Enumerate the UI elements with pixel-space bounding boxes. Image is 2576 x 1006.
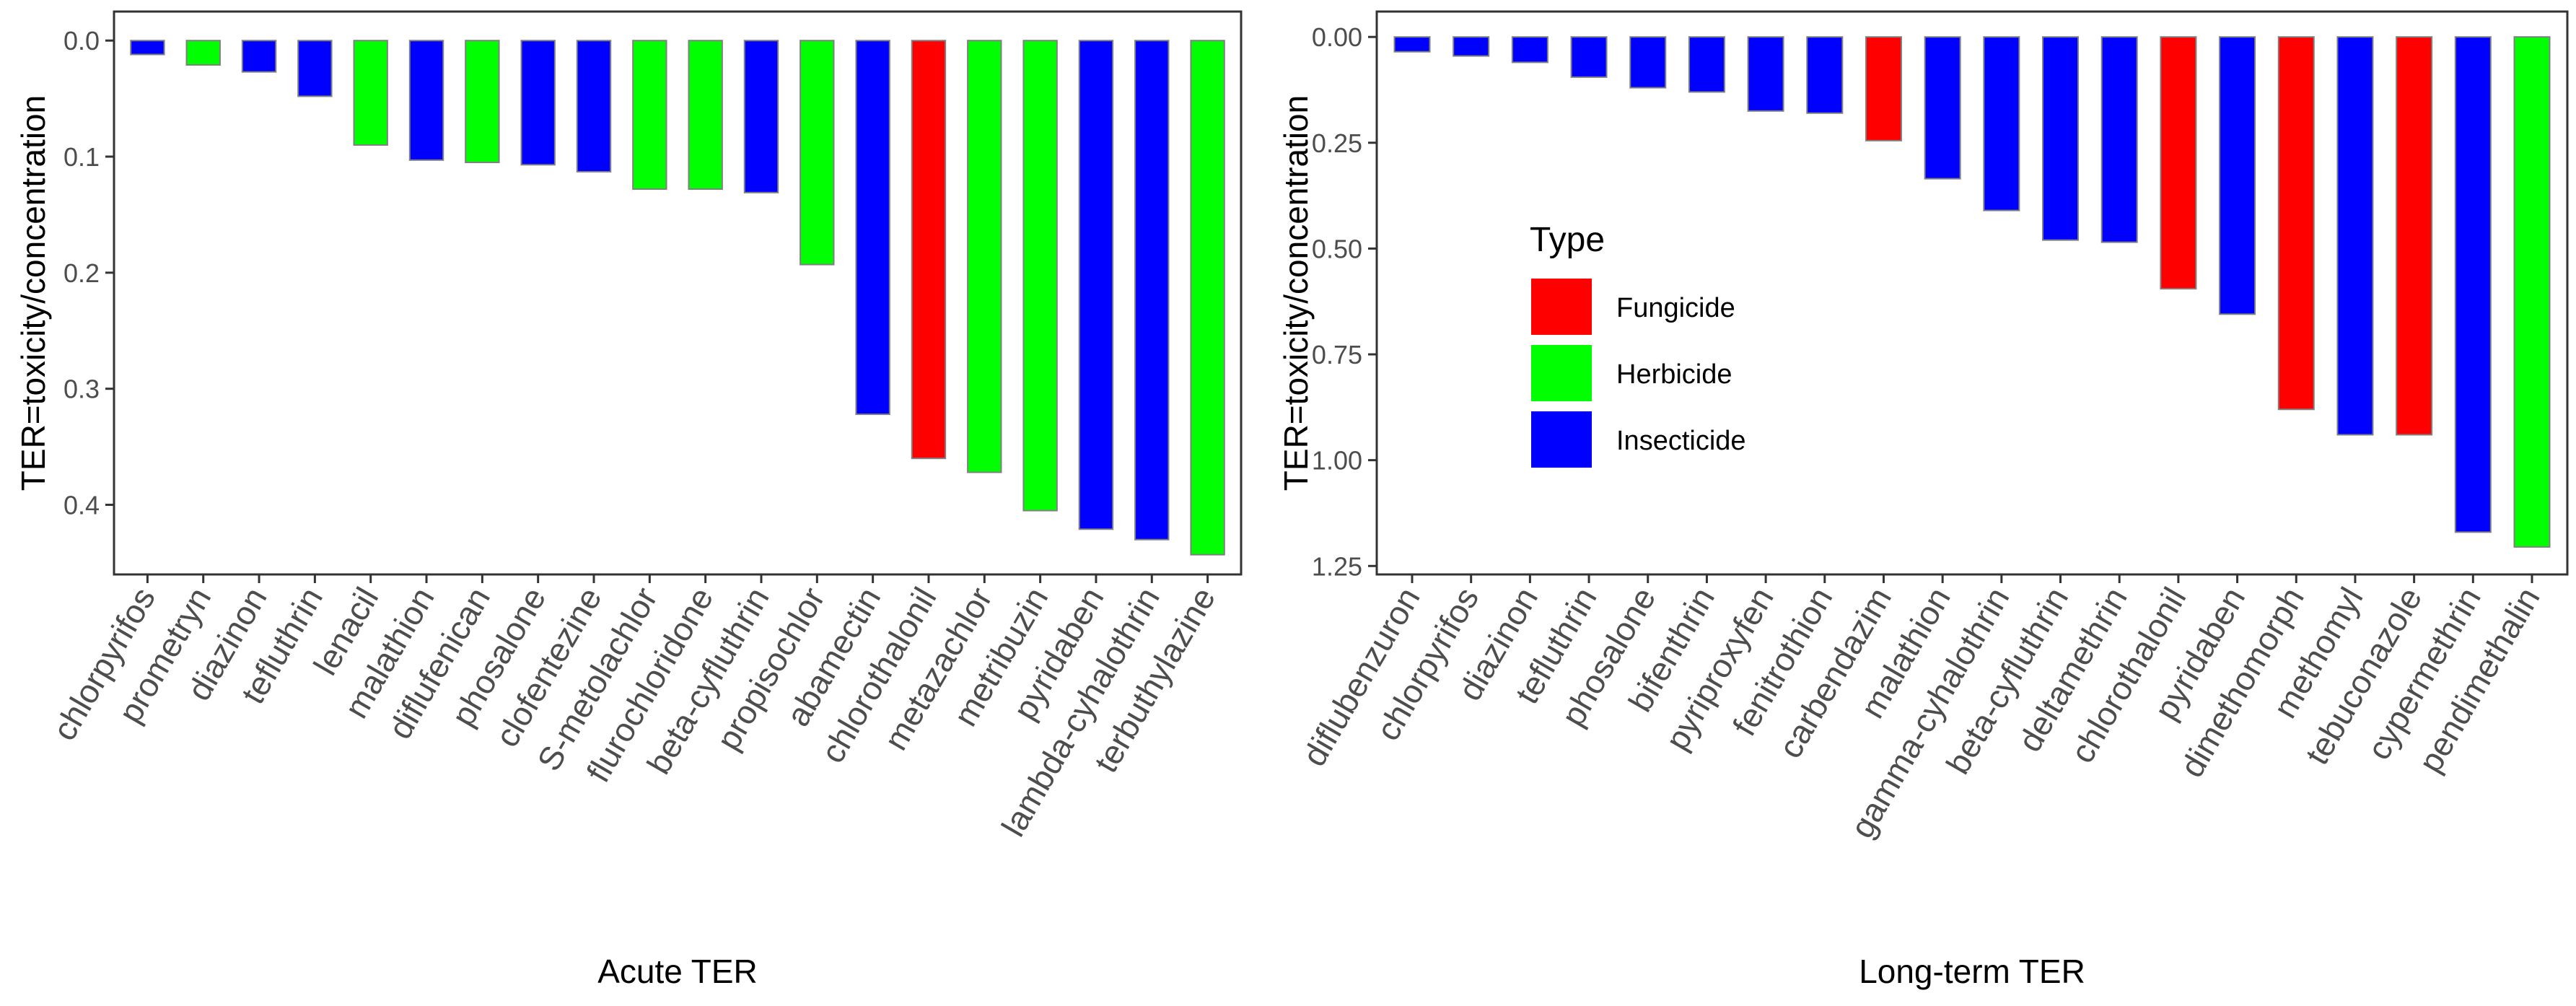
acute-plot-frame [113,10,1243,576]
acute-bar-malathion [408,40,444,161]
legend-swatch-fungicide [1531,279,1592,335]
acute-bar-metribuzin [1022,40,1058,512]
acute-bar-diflufenican [465,40,500,164]
long-term-bar-phosalone [1629,36,1667,89]
acute-y-tick-label: 0.2 [63,258,100,288]
acute-bar-chlorpyrifos [130,40,165,56]
legend-label-fungicide: Fungicide [1616,293,1735,323]
long-term-y-tick-label: 0.75 [1312,340,1362,369]
acute-x-axis-label: Acute TER [597,953,758,990]
long-term-plot-frame [1375,10,2569,576]
legend: Type Fungicide Herbicide Insecticide [1530,221,1746,468]
acute-bar-chlorothalonil [911,40,947,460]
acute-bar-clofentezine [576,40,612,172]
acute-bar-abamectin [855,40,890,416]
acute-bar-beta-cyfluthrin [743,40,779,193]
legend-swatch-herbicide [1531,345,1592,401]
acute-bar-lambda-cyhalothrin [1134,40,1170,541]
long-term-bar-diazinon [1511,36,1548,64]
acute-bar-lenacil [353,40,388,146]
acute-bar-s-metolachlor [632,40,667,191]
acute-y-tick-label: 0.4 [63,491,100,520]
long-term-bar-tefluthrin [1570,36,1608,78]
acute-bar-propisochlor [799,40,835,266]
long-term-y-axis-label: TER=toxicity/concentration [1277,95,1315,491]
long-term-bar-bifenthrin [1688,36,1725,93]
long-term-bar-gamma-cyhalothrin [1983,36,2020,211]
acute-bar-diazinon [241,40,277,73]
long-term-y-tick-label: 0.00 [1312,22,1362,52]
acute-bar-prometryn [185,40,221,66]
acute-bar-flurochloridone [688,40,723,191]
acute-bar-tefluthrin [297,40,333,97]
long-term-bar-dimethomorph [2277,36,2315,411]
acute-bar-pyridaben [1078,40,1114,530]
long-term-bar-deltamethrin [2100,36,2138,243]
long-term-bar-cypermethrin [2454,36,2492,533]
acute-y-axis: 0.0 0.1 0.2 0.3 0.4 [63,26,114,520]
legend-entries: Fungicide Herbicide Insecticide [1531,279,1746,468]
legend-label-insecticide: Insecticide [1616,426,1746,456]
legend-swatch-insecticide [1531,411,1592,468]
long-term-bar-chlorothalonil [2160,36,2197,290]
long-term-bar-fenitrothion [1806,36,1844,114]
long-term-bar-methomyl [2336,36,2374,436]
acute-y-tick-label: 0.1 [63,142,100,172]
legend-label-herbicide: Herbicide [1616,359,1732,390]
long-term-bar-diflubenzuron [1393,36,1431,53]
long-term-bar-beta-cyfluthrin [2042,36,2080,241]
acute-y-tick-label: 0.3 [63,375,100,404]
acute-bar-terbuthylazine [1190,40,1225,556]
legend-title: Type [1530,221,1605,259]
acute-bars [130,40,1225,556]
long-term-bar-pendimethalin [2513,36,2551,548]
long-term-y-tick-label: 0.25 [1312,128,1362,158]
long-term-bar-chlorpyrifos [1453,36,1490,57]
long-term-y-axis: 0.00 0.25 0.50 0.75 1.00 1.25 [1312,22,1377,581]
long-term-y-tick-label: 1.25 [1312,551,1362,581]
acute-bar-metazachlor [967,40,1002,473]
long-term-y-tick-label: 0.50 [1312,234,1362,263]
long-term-bar-malathion [1924,36,1961,180]
long-term-bar-pyriproxyfen [1747,36,1784,112]
long-term-x-axis-label: Long-term TER [1859,953,2085,990]
long-term-bar-carbendazim [1865,36,1902,141]
acute-bar-phosalone [520,40,556,166]
long-term-y-tick-label: 1.00 [1312,446,1362,476]
acute-y-tick-label: 0.0 [63,26,100,56]
acute-y-axis-label: TER=toxicity/concentration [14,95,52,491]
long-term-bar-tebuconazole [2396,36,2433,436]
long-term-bars [1393,36,2551,548]
long-term-bar-pyridaben [2219,36,2256,315]
